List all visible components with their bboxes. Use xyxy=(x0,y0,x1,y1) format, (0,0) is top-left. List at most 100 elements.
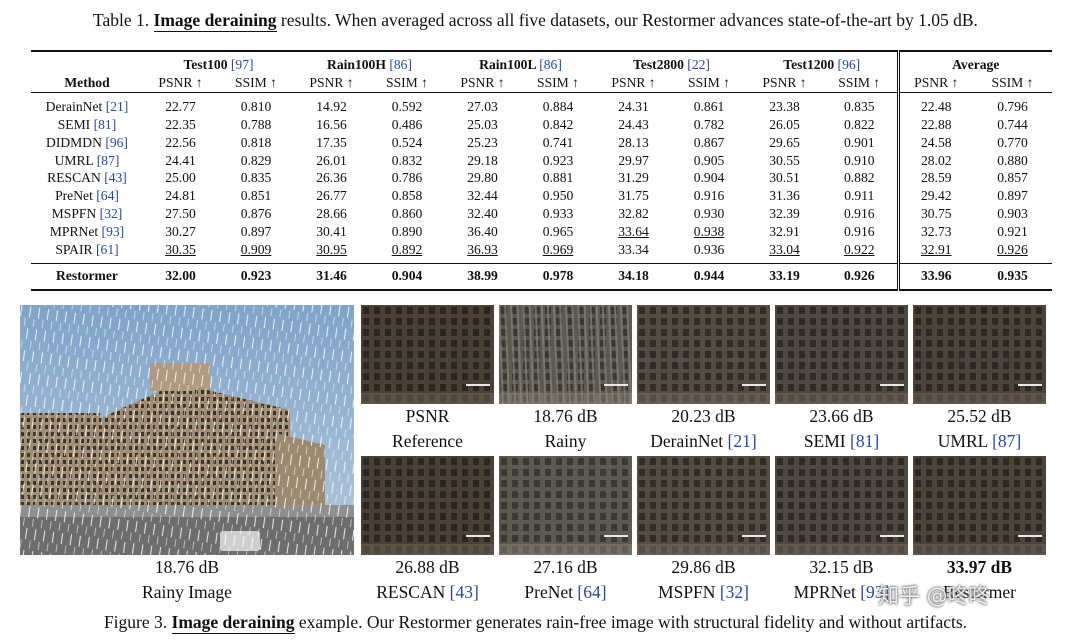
psnr-cell: 33.64 xyxy=(618,224,649,240)
restormer-row: Restormer 32.00 0.923 31.46 0.904 38.99 0.978 3… xyxy=(31,262,1052,290)
psnr-cell: 24.41 xyxy=(165,152,196,168)
crop-image xyxy=(499,305,632,404)
psnr-cell: 23.38 xyxy=(769,98,800,114)
ssim-cell: 0.796 xyxy=(997,98,1028,114)
ssim-cell: 0.829 xyxy=(240,152,272,168)
psnr-cell: 28.13 xyxy=(618,134,649,150)
psnr-cell: 30.27 xyxy=(165,224,196,240)
table-caption-text: results. When averaged across all five d… xyxy=(280,10,978,30)
psnr-cell: 33.04 xyxy=(769,242,800,258)
psnr-cell: 29.65 xyxy=(769,134,800,150)
method-label: Restormer xyxy=(56,267,118,283)
crop-method: Reference xyxy=(392,431,463,451)
method-name: SPAIR [61] xyxy=(31,241,143,263)
ssim-cell: 0.786 xyxy=(391,170,423,186)
method-name: DIDMDN [96] xyxy=(31,134,143,152)
ssim-cell: 0.818 xyxy=(240,134,272,150)
psnr-cell: 16.56 xyxy=(316,116,347,132)
table-row: MPRNet [93] 30.27 0.897 30.41 0.890 36.40 0.96… xyxy=(31,223,1052,242)
psnr-cell: 24.81 xyxy=(165,188,196,204)
table-row: SEMI [81] 22.35 0.788 16.56 0.486 25.03 0.842 2… xyxy=(31,115,1052,134)
ssim-cell: 0.782 xyxy=(693,116,725,132)
ssim-cell: 0.936 xyxy=(693,242,725,258)
ssim-cell: 0.926 xyxy=(822,262,898,290)
psnr-cell: 33.96 xyxy=(896,262,973,290)
crop-label: SEMI [81] xyxy=(765,431,918,452)
metric-header-row: PSNR ↑ SSIM ↑ PSNR ↑ SSIM ↑ PSNR ↑ SSIM ↑ P… xyxy=(31,73,1052,93)
crop-method: SEMI xyxy=(803,431,846,451)
ssim-cell: 0.904 xyxy=(693,170,725,186)
ssim-cell: 0.822 xyxy=(843,116,875,132)
crop-cite: [93] xyxy=(860,582,890,602)
crop-method: MPRNet xyxy=(793,582,856,602)
dataset-name: Average xyxy=(952,57,1000,72)
method-cite: [61] xyxy=(96,242,119,258)
ssim-cell: 0.904 xyxy=(369,262,445,290)
crop-cite: [81] xyxy=(850,431,880,451)
ssim-cell: 0.486 xyxy=(391,116,423,132)
ssim-cell: 0.880 xyxy=(997,152,1028,168)
method-name: Restormer xyxy=(31,262,143,290)
crop-graphic xyxy=(361,305,494,404)
psnr-cell: 32.00 xyxy=(143,262,218,290)
crop-graphic xyxy=(775,305,908,404)
ssim-cell: 0.916 xyxy=(843,224,875,240)
table-row: RESCAN [43] 25.00 0.835 26.36 0.786 29.80 0.88… xyxy=(31,169,1052,188)
rainy-label: Rainy Image xyxy=(142,582,232,602)
psnr-cell: 25.00 xyxy=(165,170,196,186)
crop-psnr: 33.97 dB xyxy=(946,557,1013,577)
dataset-cite: [96] xyxy=(837,57,861,72)
psnr-cell: 32.91 xyxy=(896,241,973,264)
psnr-cell: 31.46 xyxy=(294,262,369,290)
psnr-header: PSNR ↑ xyxy=(294,73,369,93)
method-cite: [21] xyxy=(105,98,129,114)
ssim-cell: 0.909 xyxy=(240,242,272,258)
crop-image xyxy=(361,305,494,404)
psnr-cell: 24.43 xyxy=(618,116,649,132)
crop-method: PreNet xyxy=(524,582,574,602)
crop-label: RESCAN [43] xyxy=(351,582,504,603)
dataset-header-average: Average xyxy=(896,51,1052,74)
psnr-header: PSNR ↑ xyxy=(596,73,671,93)
method-cite: [43] xyxy=(104,170,127,186)
rainy-image xyxy=(20,305,354,555)
table-row: DerainNet [21] 22.77 0.810 14.92 0.592 27.03 0… xyxy=(31,92,1052,116)
dataset-name: Rain100L xyxy=(479,57,536,72)
method-label: MPRNet xyxy=(49,224,99,240)
psnr-cell: 25.03 xyxy=(467,116,498,132)
psnr-cell: 22.88 xyxy=(896,115,973,134)
crop-image xyxy=(361,456,494,555)
dataset-header: Test2800 [22] xyxy=(596,51,747,74)
table-caption-bold: Image deraining xyxy=(153,10,277,32)
psnr-cell: 34.18 xyxy=(596,262,671,290)
psnr-cell: 27.50 xyxy=(165,206,196,222)
ssim-cell: 0.832 xyxy=(391,152,423,168)
psnr-cell: 38.99 xyxy=(445,262,520,290)
crop-image xyxy=(913,456,1046,555)
crop-image xyxy=(775,305,908,404)
figure-caption-prefix: Figure 3. xyxy=(103,612,168,632)
crop-method: RESCAN xyxy=(376,582,446,602)
crop-graphic xyxy=(499,456,632,555)
psnr-header: PSNR ↑ xyxy=(445,73,520,93)
ssim-header: SSIM ↑ xyxy=(973,73,1052,93)
ssim-cell: 0.905 xyxy=(693,152,725,168)
table-row: PreNet [64] 24.81 0.851 26.77 0.858 32.44 0.95… xyxy=(31,187,1052,206)
method-name: PreNet [64] xyxy=(31,187,143,205)
crop-psnr: 32.15 dB xyxy=(809,557,874,577)
crop-image xyxy=(637,456,770,555)
method-label: PreNet xyxy=(55,188,93,204)
psnr-cell: 24.58 xyxy=(896,133,973,152)
dataset-name: Rain100H xyxy=(327,57,386,72)
psnr-cell: 30.75 xyxy=(896,205,973,224)
method-label: RESCAN xyxy=(47,170,101,186)
table-row: SPAIR [61] 30.35 0.909 30.95 0.892 36.93 0.969… xyxy=(31,241,1052,264)
crop-label: MPRNet [93] xyxy=(765,582,918,603)
ssim-cell: 0.851 xyxy=(240,188,272,204)
ssim-cell: 0.923 xyxy=(542,152,574,168)
crop-psnr: 18.76 dB xyxy=(533,406,598,426)
psnr-cell: 30.55 xyxy=(769,152,800,168)
psnr-cell: 26.05 xyxy=(769,116,800,132)
ssim-cell: 0.950 xyxy=(542,188,574,204)
crop-graphic xyxy=(361,456,494,555)
